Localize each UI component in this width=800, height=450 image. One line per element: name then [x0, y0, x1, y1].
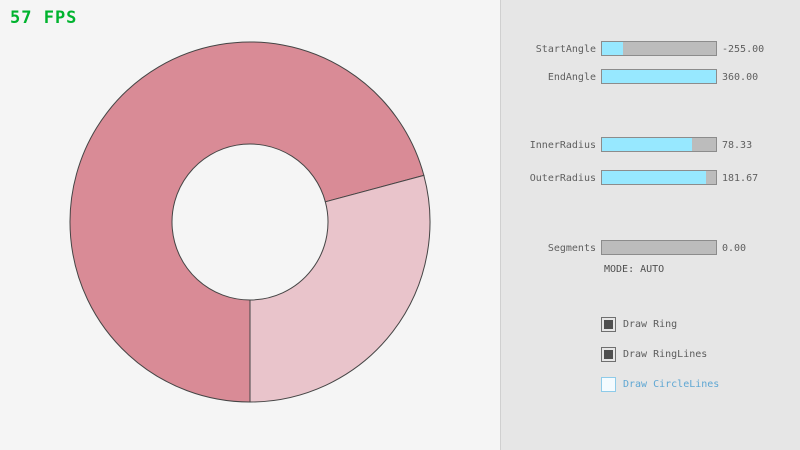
checkbox-row-draw-circlelines: Draw CircleLines	[601, 377, 719, 392]
checkbox-check-mark	[604, 350, 613, 359]
outerradius-value: 181.67	[722, 173, 759, 184]
innerradius-value: 78.33	[722, 140, 753, 151]
slider-row-endangle: EndAngle 360.00	[501, 69, 800, 84]
checkbox-row-draw-ringlines: Draw RingLines	[601, 347, 707, 362]
outerradius-slider-fill	[602, 171, 706, 184]
slider-row-startangle: StartAngle -255.00	[501, 41, 800, 56]
draw-circlelines-checkbox[interactable]	[601, 377, 616, 392]
endangle-slider[interactable]	[601, 69, 717, 84]
startangle-value: -255.00	[722, 44, 765, 55]
endangle-value: 360.00	[722, 72, 759, 83]
segments-value: 0.00	[722, 243, 747, 254]
checkbox-check-mark	[604, 320, 613, 329]
fps-counter: 57 FPS	[10, 8, 78, 28]
controls-panel: StartAngle -255.00 EndAngle 360.00 Inner…	[500, 0, 800, 450]
innerradius-slider[interactable]	[601, 137, 717, 152]
checkbox-row-draw-ring: Draw Ring	[601, 317, 677, 332]
slider-row-outerradius: OuterRadius 181.67	[501, 170, 800, 185]
render-canvas: 57 FPS	[10, 8, 431, 403]
donut-ring	[69, 41, 431, 403]
innerradius-label: InnerRadius	[529, 140, 596, 151]
startangle-slider[interactable]	[601, 41, 717, 56]
segments-slider[interactable]	[601, 240, 717, 255]
slider-row-segments: Segments 0.00	[501, 240, 800, 255]
draw-ring-label: Draw Ring	[623, 319, 678, 330]
ring-segment-overlap	[249, 174, 431, 403]
outerradius-slider[interactable]	[601, 170, 717, 185]
ring-segment-main	[69, 41, 425, 403]
mode-indicator: MODE: AUTO	[604, 264, 665, 275]
startangle-label: StartAngle	[535, 44, 596, 55]
outerradius-label: OuterRadius	[529, 173, 596, 184]
endangle-label: EndAngle	[547, 72, 596, 83]
segments-label: Segments	[547, 243, 596, 254]
startangle-slider-fill	[602, 42, 623, 55]
draw-ringlines-label: Draw RingLines	[623, 349, 708, 360]
endangle-slider-fill	[602, 70, 716, 83]
slider-row-innerradius: InnerRadius 78.33	[501, 137, 800, 152]
draw-circlelines-label: Draw CircleLines	[623, 379, 720, 390]
draw-ring-checkbox[interactable]	[601, 317, 616, 332]
innerradius-slider-fill	[602, 138, 693, 151]
draw-ringlines-checkbox[interactable]	[601, 347, 616, 362]
